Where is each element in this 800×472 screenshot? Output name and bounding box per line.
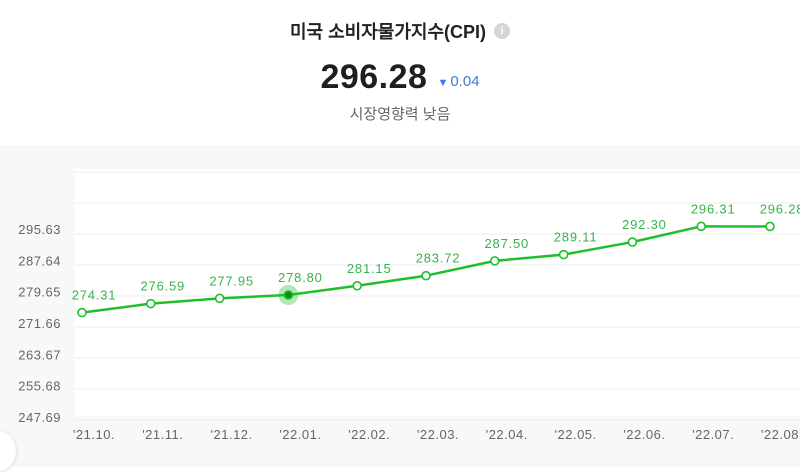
data-point <box>558 249 569 260</box>
change-indicator: ▼ 0.04 <box>437 73 479 90</box>
y-tick-label: 263.67 <box>18 347 61 362</box>
x-tick-label: '22.03. <box>417 427 459 442</box>
indicator-header: 미국 소비자물가지수(CPI) i 296.28 ▼ 0.04 시장영향력 낮음 <box>0 0 800 145</box>
y-tick-label: 279.65 <box>18 285 61 300</box>
plot-area <box>75 169 800 416</box>
data-label: 287.50 <box>485 236 530 251</box>
data-point <box>352 280 363 291</box>
x-tick-label: '21.11. <box>142 427 183 442</box>
data-point <box>421 270 431 281</box>
x-tick-label: '21.12. <box>211 427 253 442</box>
y-tick-label: 271.66 <box>18 316 61 331</box>
x-tick-label: '22.04. <box>486 427 528 442</box>
x-tick-label: '22.07. <box>692 427 734 442</box>
info-icon[interactable]: i <box>494 23 511 39</box>
y-tick-label: 247.69 <box>18 410 61 425</box>
data-label: 281.15 <box>347 261 392 276</box>
data-point <box>283 290 294 300</box>
data-label: 277.95 <box>209 273 254 288</box>
data-point <box>627 237 638 247</box>
title-row: 미국 소비자물가지수(CPI) i <box>0 18 800 44</box>
y-tick-label: 255.68 <box>18 379 61 394</box>
data-label: 276.59 <box>141 279 186 294</box>
data-point <box>765 221 775 232</box>
x-tick-label: '22.08. <box>761 427 800 442</box>
y-tick-label: 287.64 <box>18 253 61 268</box>
page-title: 미국 소비자물가지수(CPI) <box>289 22 487 42</box>
y-tick-label: 295.63 <box>18 222 61 237</box>
data-point <box>77 307 87 318</box>
data-point <box>489 256 500 266</box>
data-label: 289.11 <box>554 230 598 245</box>
data-label: 296.28 <box>760 201 800 216</box>
current-value: 296.28 <box>320 58 428 96</box>
value-row: 296.28 ▼ 0.04 <box>0 58 800 97</box>
x-tick-label: '22.02. <box>348 427 390 442</box>
x-tick-label: '22.05. <box>555 427 597 442</box>
market-impact-label: 시장영향력 낮음 <box>349 106 451 123</box>
data-point <box>146 298 156 309</box>
change-value: 0.04 <box>450 73 480 90</box>
x-tick-label: '22.06. <box>623 427 665 442</box>
data-label: 278.80 <box>278 270 323 285</box>
data-point <box>214 293 225 304</box>
data-point <box>696 221 707 232</box>
x-tick-label: '21.10. <box>73 427 115 442</box>
data-label: 283.72 <box>416 251 461 266</box>
data-label: 292.30 <box>622 217 667 232</box>
data-label: 296.31 <box>691 201 736 216</box>
x-tick-label: '22.01. <box>279 427 321 442</box>
chart-panel: 295.63 287.64 279.65 271.66 263.67 255.68 247.… <box>0 145 800 472</box>
triangle-down-icon: ▼ <box>437 77 449 89</box>
scroll-left-handle[interactable] <box>0 430 16 472</box>
cpi-line-chart[interactable]: 295.63 287.64 279.65 271.66 263.67 255.68 247.… <box>0 145 800 467</box>
data-label: 274.31 <box>72 288 117 303</box>
